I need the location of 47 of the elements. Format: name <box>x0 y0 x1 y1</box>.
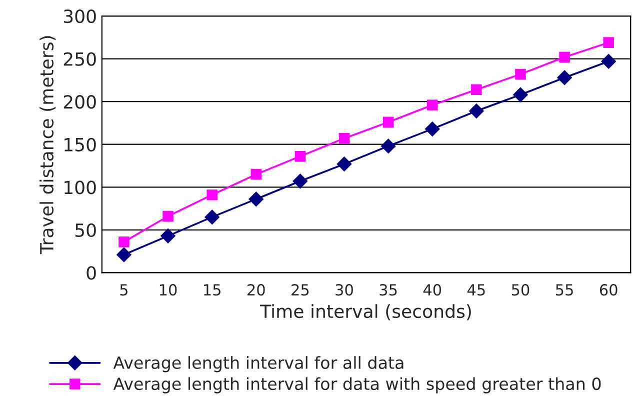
x-tick-label: 55 <box>556 284 573 296</box>
point <box>601 54 616 69</box>
x-tick-label: 60 <box>600 284 618 296</box>
x-tick-label: 10 <box>160 284 177 296</box>
x-tick-label: 45 <box>467 284 485 296</box>
x-tick-label: 35 <box>380 284 397 296</box>
point <box>557 70 572 86</box>
x-axis-title: Time interval (seconds) <box>260 304 471 320</box>
legend-label: Average length interval for data with speed greater than 0 <box>113 377 601 394</box>
y-axis-title: Travel distance (meters) <box>40 36 56 254</box>
y-tick-label: 200 <box>64 95 96 109</box>
y-tick-label: 250 <box>64 52 96 66</box>
y-tick-label: 300 <box>64 10 96 24</box>
point <box>426 100 438 110</box>
point <box>603 37 614 48</box>
y-tick-label: 50 <box>75 223 96 238</box>
point <box>204 210 220 224</box>
point <box>248 192 264 207</box>
point <box>338 132 350 144</box>
point <box>162 210 174 222</box>
point <box>294 150 306 162</box>
point <box>116 247 132 262</box>
x-tick-label: 40 <box>423 284 442 296</box>
x-tick-label: 30 <box>336 284 353 296</box>
y-tick-label: 150 <box>64 138 96 152</box>
point <box>559 52 570 62</box>
point <box>118 236 130 248</box>
point <box>471 84 482 95</box>
point <box>469 104 484 118</box>
x-tick-label: 25 <box>292 284 309 296</box>
point <box>336 156 352 172</box>
y-tick-label: 0 <box>86 266 96 280</box>
point <box>160 228 176 244</box>
point <box>292 174 308 189</box>
point <box>424 122 440 136</box>
point <box>250 168 262 180</box>
x-tick-label: 20 <box>248 284 265 296</box>
x-tick-label: 15 <box>204 284 220 296</box>
x-tick-label: 50 <box>512 284 530 296</box>
y-tick-label: 100 <box>64 180 96 194</box>
point <box>513 87 528 102</box>
legend-label: Average length interval for all data <box>113 356 404 372</box>
point <box>380 138 396 154</box>
point <box>515 68 526 80</box>
point <box>382 116 394 128</box>
x-tick-label: 5 <box>120 284 128 296</box>
point <box>206 189 218 200</box>
